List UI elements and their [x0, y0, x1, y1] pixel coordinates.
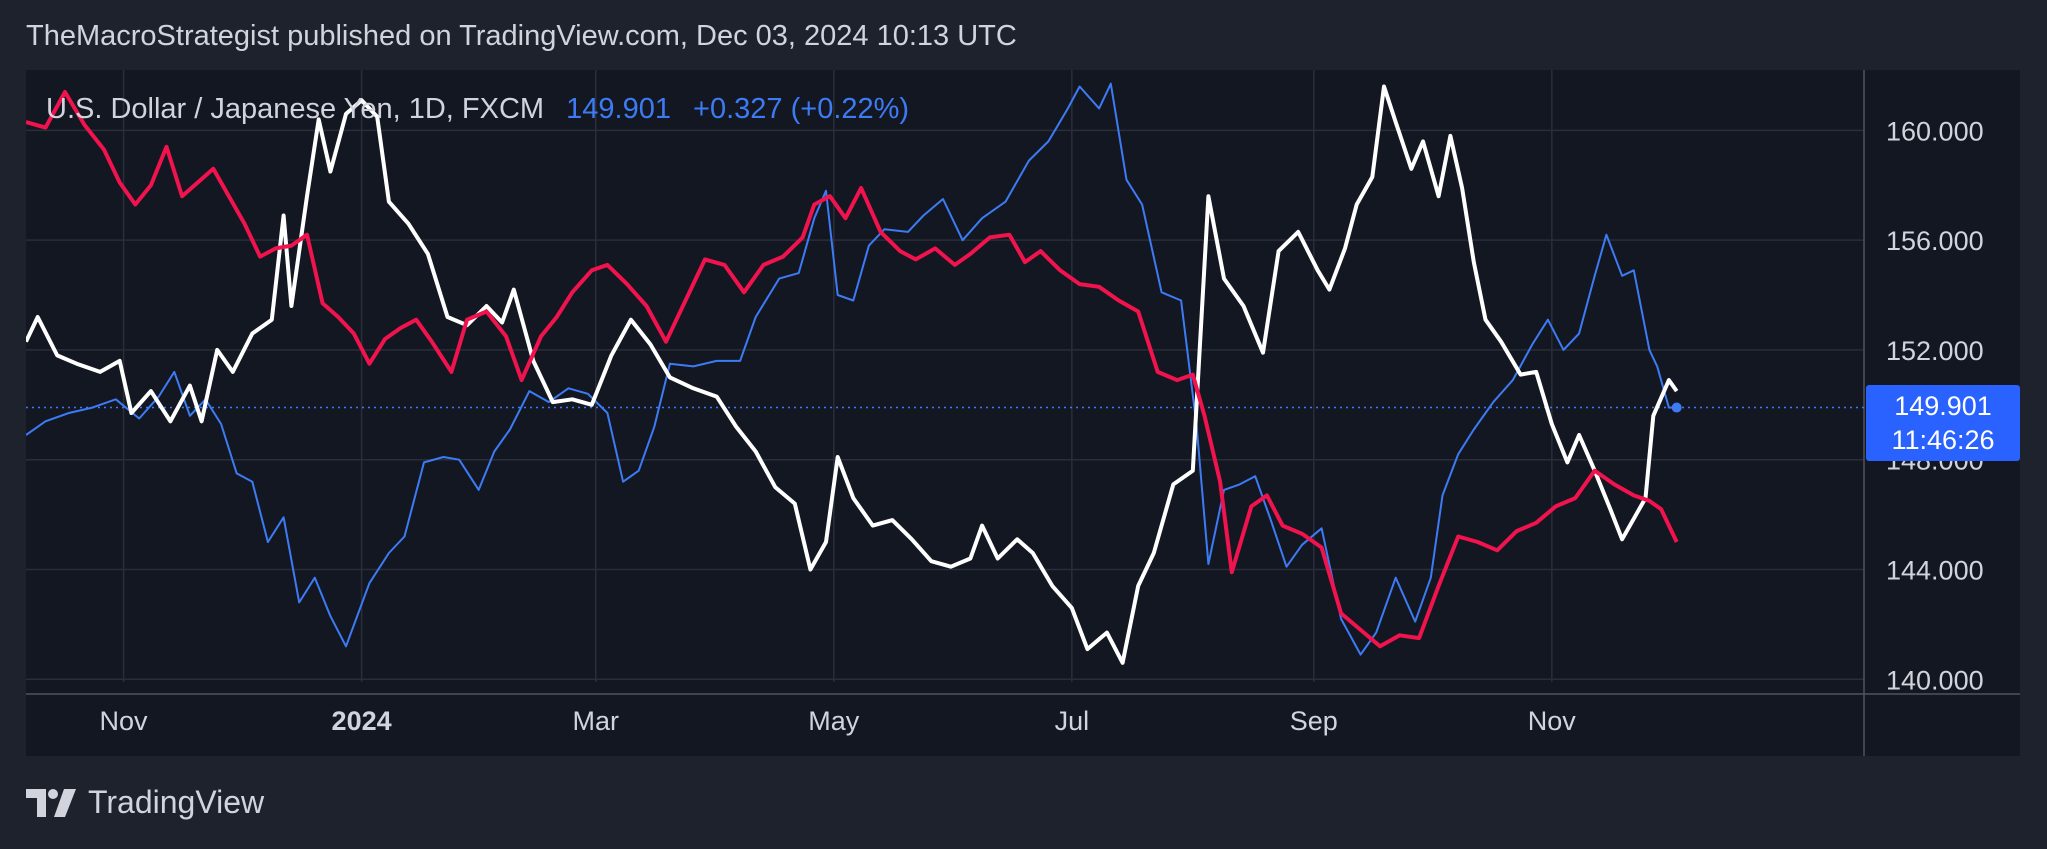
x-tick-label: 2024 [332, 706, 392, 736]
x-tick-label: Nov [1528, 706, 1577, 736]
chart-svg[interactable]: 140.000144.000148.000152.000156.000160.0… [26, 70, 2020, 756]
tradingview-brand[interactable]: TradingView [88, 784, 265, 820]
x-tick-label: Sep [1290, 706, 1338, 736]
chart-legend: U.S. Dollar / Japanese Yen, 1D, FXCM 149… [46, 93, 909, 126]
series-line-1 [26, 84, 1679, 665]
y-tick-label: 156.000 [1886, 226, 1984, 256]
badge-price: 149.901 [1894, 391, 1992, 421]
series-line-2 [26, 90, 1679, 649]
footer: TradingView [26, 784, 264, 821]
x-tick-label: Mar [572, 706, 619, 736]
symbol-label[interactable]: U.S. Dollar / Japanese Yen, 1D, FXCM [46, 93, 545, 125]
badge-countdown: 11:46:26 [1891, 425, 1995, 455]
y-tick-label: 152.000 [1886, 336, 1984, 366]
last-price-dot [1671, 402, 1682, 413]
publish-info: TheMacroStrategist published on TradingV… [26, 20, 1017, 52]
x-tick-label: May [808, 706, 860, 736]
series-line-0 [26, 82, 1677, 656]
legend-price: 149.901 [566, 93, 671, 125]
legend-change: +0.327 (+0.22%) [693, 93, 910, 125]
last-price-badge: 149.901 11:46:26 [1866, 385, 2020, 461]
y-tick-label: 140.000 [1886, 665, 1984, 695]
y-tick-label: 144.000 [1886, 555, 1984, 585]
y-tick-label: 160.000 [1886, 116, 1984, 146]
tradingview-logo-icon[interactable] [26, 788, 76, 817]
x-tick-label: Nov [100, 706, 149, 736]
chart-panel[interactable]: 140.000144.000148.000152.000156.000160.0… [26, 70, 2020, 756]
x-tick-label: Jul [1055, 706, 1090, 736]
